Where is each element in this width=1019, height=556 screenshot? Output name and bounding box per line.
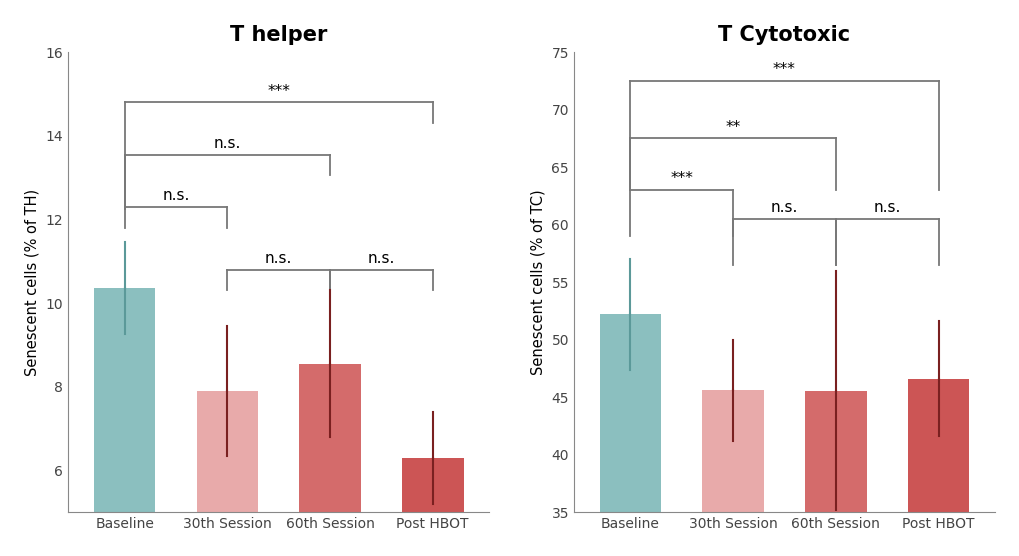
Bar	[401, 458, 463, 556]
Text: ***: ***	[267, 83, 289, 98]
Text: ***: ***	[772, 62, 795, 77]
Y-axis label: Senescent cells (% of TH): Senescent cells (% of TH)	[25, 188, 40, 376]
Bar	[197, 391, 258, 556]
Bar	[702, 390, 763, 556]
Text: ***: ***	[669, 171, 693, 186]
Bar	[599, 314, 660, 556]
Text: n.s.: n.s.	[872, 200, 900, 215]
Y-axis label: Senescent cells (% of TC): Senescent cells (% of TC)	[530, 189, 545, 375]
Bar	[94, 289, 155, 556]
Text: n.s.: n.s.	[213, 136, 240, 151]
Bar	[804, 391, 866, 556]
Text: **: **	[725, 120, 740, 135]
Text: n.s.: n.s.	[162, 188, 190, 203]
Title: T Cytotoxic: T Cytotoxic	[717, 25, 850, 45]
Bar	[907, 379, 968, 556]
Text: n.s.: n.s.	[367, 251, 394, 266]
Text: n.s.: n.s.	[265, 251, 292, 266]
Title: T helper: T helper	[230, 25, 327, 45]
Text: n.s.: n.s.	[770, 200, 798, 215]
Bar	[299, 364, 361, 556]
